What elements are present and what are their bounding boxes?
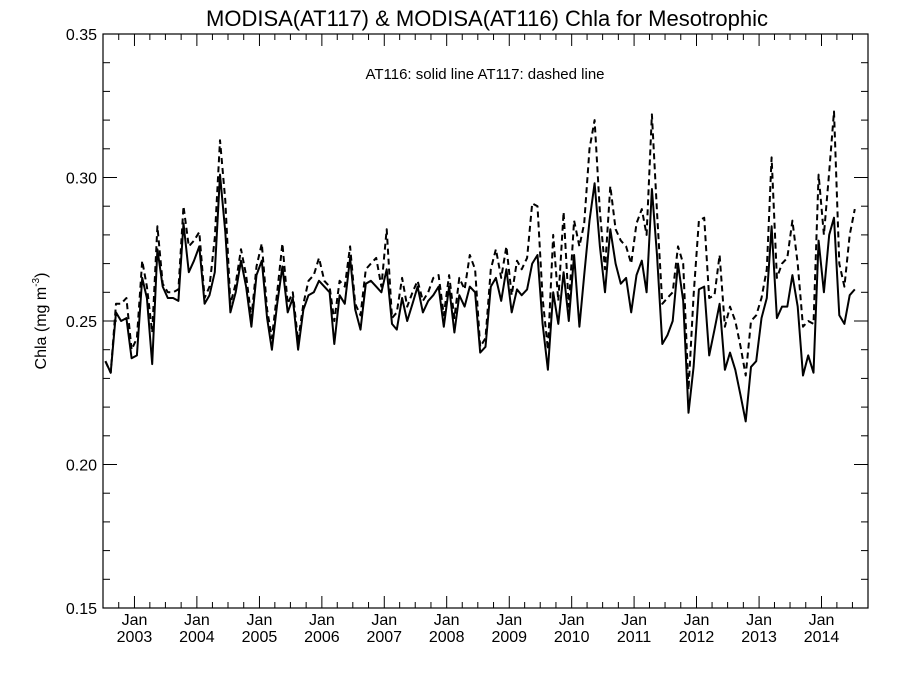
series-line-at117 — [104, 110, 856, 391]
y-tick-label: 0.20 — [66, 458, 97, 475]
x-tick-month-label: Jan — [309, 612, 335, 629]
y-axis-label-exponent: -3 — [31, 277, 42, 286]
y-tick-label: 0.15 — [66, 601, 97, 618]
y-axis-label-close: ) — [33, 273, 50, 278]
x-tick-month-label: Jan — [746, 612, 772, 629]
line-style-annotation: AT116: solid line AT117: dashed line — [365, 66, 604, 83]
x-tick-year-label: 2005 — [242, 629, 278, 646]
x-tick-month-label: Jan — [559, 612, 585, 629]
y-axis-label-main: Chla (mg m — [33, 287, 50, 370]
x-tick-year-label: 2010 — [554, 629, 590, 646]
x-tick-month-label: Jan — [809, 612, 835, 629]
x-tick-month-label: Jan — [247, 612, 273, 629]
y-tick-label: 0.25 — [66, 314, 97, 331]
x-axis-ticks: Jan2003Jan2004Jan2005Jan2006Jan2007Jan20… — [102, 34, 853, 646]
x-tick-year-label: 2003 — [117, 629, 153, 646]
x-tick-year-label: 2014 — [804, 629, 840, 646]
y-axis-label: Chla (mg m-3) — [31, 273, 50, 370]
x-tick-year-label: 2009 — [491, 629, 527, 646]
plot-frame — [102, 33, 869, 609]
x-tick-year-label: 2007 — [366, 629, 402, 646]
series-layer — [104, 110, 856, 423]
x-tick-year-label: 2008 — [429, 629, 465, 646]
x-tick-month-label: Jan — [371, 612, 397, 629]
x-tick-year-label: 2012 — [679, 629, 715, 646]
x-tick-month-label: Jan — [434, 612, 460, 629]
y-tick-label: 0.35 — [66, 27, 97, 44]
x-tick-month-label: Jan — [122, 612, 148, 629]
x-tick-month-label: Jan — [621, 612, 647, 629]
chart-title: MODISA(AT117) & MODISA(AT116) Chla for M… — [206, 6, 768, 31]
x-tick-year-label: 2004 — [179, 629, 215, 646]
series-line-at116 — [104, 173, 856, 423]
x-tick-month-label: Jan — [496, 612, 522, 629]
x-tick-year-label: 2006 — [304, 629, 340, 646]
y-axis-ticks: 0.15 0.20 0.25 0.30 0.35 — [66, 27, 868, 618]
y-tick-label: 0.30 — [66, 171, 97, 188]
x-tick-year-label: 2011 — [617, 629, 652, 646]
x-tick-year-label: 2013 — [741, 629, 777, 646]
x-tick-month-label: Jan — [184, 612, 210, 629]
x-tick-month-label: Jan — [684, 612, 710, 629]
axes — [102, 33, 869, 609]
